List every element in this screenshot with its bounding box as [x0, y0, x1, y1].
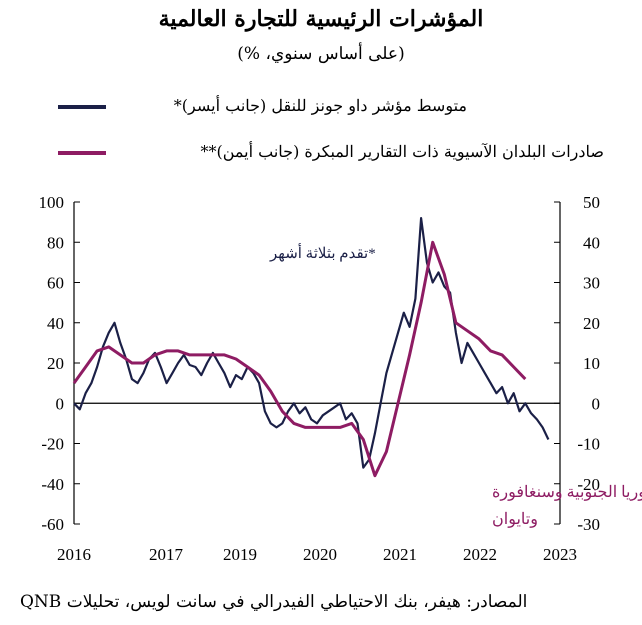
legend-label-transport: متوسط مؤشر داو جونز للنقل (جانب أيسر)* — [173, 96, 467, 115]
left-tick-label: -40 — [41, 475, 64, 494]
right-tick-label: 10 — [583, 354, 600, 373]
left-tick-label: 80 — [47, 233, 64, 252]
x-tick-label: 2016 — [57, 545, 91, 564]
annotation-three-month-lead: *تقدم بثلاثة أشهر — [269, 243, 376, 262]
right-tick-label: 50 — [583, 193, 600, 212]
x-tick-label: 2021 — [383, 545, 417, 564]
annotation-asian-average-line2: وتايوان — [492, 511, 538, 528]
chart-title: المؤشرات الرئيسية للتجارة العالمية — [158, 6, 484, 32]
left-tick-label: 100 — [39, 193, 65, 212]
right-tick-label: -20 — [577, 475, 600, 494]
left-tick-label: 40 — [47, 314, 64, 333]
chart-subtitle: (على أساس سنوي، %) — [237, 44, 405, 64]
right-tick-label: 20 — [583, 314, 600, 333]
left-tick-label: -20 — [41, 435, 64, 454]
right-tick-label: -30 — [577, 515, 600, 534]
left-tick-label: 20 — [47, 354, 64, 373]
left-tick-label: -60 — [41, 515, 64, 534]
x-tick-label: 2023 — [543, 545, 577, 564]
source-note: المصادر: هيفر، بنك الاحتياطي الفيدرالي ف… — [20, 592, 528, 612]
legend-label-asian-exports: صادرات البلدان الآسيوية ذات التقارير الم… — [200, 142, 604, 161]
annotation-asian-average-line1: **متوسط ثلاثة أشهر لليابان وكوريا الجنوب… — [492, 481, 642, 501]
x-tick-label: 2017 — [149, 545, 184, 564]
x-tick-label: 2019 — [223, 545, 257, 564]
x-tick-label: 2020 — [303, 545, 337, 564]
right-tick-label: 40 — [583, 233, 600, 252]
series-line-asian-exports — [72, 240, 527, 478]
right-tick-label: 0 — [592, 394, 601, 413]
left-tick-label: 0 — [56, 394, 65, 413]
left-tick-label: 60 — [47, 274, 64, 293]
x-tick-label: 2022 — [463, 545, 497, 564]
right-tick-label: -10 — [577, 435, 600, 454]
right-tick-label: 30 — [583, 274, 600, 293]
